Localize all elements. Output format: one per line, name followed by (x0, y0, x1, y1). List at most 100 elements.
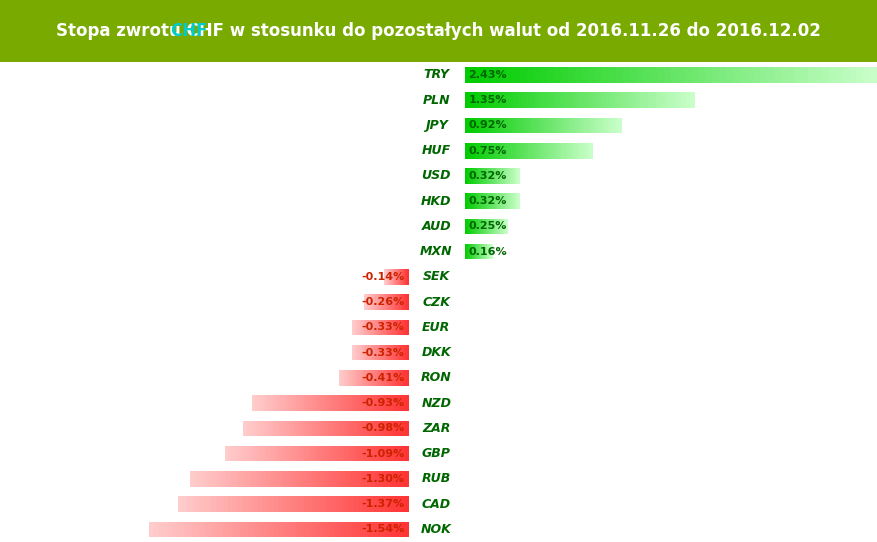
Bar (480, 218, 481, 234)
Bar (483, 168, 485, 184)
Bar (369, 294, 371, 310)
Bar (492, 168, 494, 184)
Bar (465, 168, 467, 184)
Bar (357, 370, 360, 386)
Bar (656, 92, 660, 108)
Bar (269, 471, 275, 487)
Bar (217, 496, 221, 512)
Bar (579, 118, 582, 133)
Bar (621, 92, 626, 108)
Bar (334, 421, 338, 436)
Bar (493, 218, 495, 234)
Bar (381, 421, 384, 436)
Bar (671, 92, 675, 108)
Bar (403, 521, 409, 537)
Text: 0.16%: 0.16% (468, 247, 507, 257)
Bar (319, 446, 324, 461)
Bar (590, 143, 593, 158)
Bar (377, 345, 379, 360)
Bar (325, 421, 329, 436)
Bar (218, 471, 224, 487)
Bar (261, 446, 266, 461)
Bar (472, 168, 474, 184)
Bar (545, 92, 550, 108)
Bar (396, 269, 397, 285)
Bar (481, 193, 483, 209)
Bar (317, 395, 320, 411)
Bar (618, 118, 622, 133)
Bar (400, 294, 402, 310)
Bar (524, 118, 528, 133)
Bar (393, 496, 397, 512)
Bar (312, 421, 316, 436)
Bar (495, 168, 496, 184)
Bar (481, 218, 482, 234)
Bar (471, 143, 474, 158)
Bar (469, 244, 470, 260)
Bar (372, 345, 374, 360)
Bar (488, 92, 492, 108)
Bar (392, 345, 394, 360)
Bar (486, 193, 488, 209)
Bar (479, 67, 487, 83)
Bar (313, 471, 317, 487)
Bar (244, 471, 249, 487)
Bar (353, 471, 358, 487)
Bar (505, 218, 507, 234)
Bar (486, 67, 493, 83)
Bar (518, 168, 520, 184)
Bar (395, 395, 398, 411)
Bar (389, 370, 391, 386)
Bar (274, 421, 277, 436)
Bar (362, 345, 364, 360)
Bar (228, 446, 232, 461)
Bar (526, 67, 534, 83)
Bar (374, 395, 377, 411)
Bar (466, 244, 467, 260)
Bar (482, 168, 484, 184)
Bar (473, 118, 476, 133)
Bar (503, 218, 504, 234)
Bar (341, 446, 345, 461)
Bar (487, 193, 488, 209)
Bar (486, 118, 489, 133)
Bar (197, 471, 202, 487)
Bar (223, 471, 227, 487)
Bar (367, 471, 373, 487)
Bar (358, 320, 360, 335)
Bar (381, 446, 384, 461)
Bar (374, 345, 376, 360)
Bar (474, 168, 475, 184)
Bar (320, 496, 324, 512)
Bar (481, 193, 482, 209)
Bar (360, 521, 366, 537)
Bar (514, 168, 516, 184)
Text: PLN: PLN (423, 94, 450, 107)
Bar (367, 345, 368, 360)
Bar (268, 421, 272, 436)
Bar (477, 168, 479, 184)
Bar (403, 269, 405, 285)
Bar (486, 168, 488, 184)
Bar (320, 471, 325, 487)
Bar (340, 370, 342, 386)
Bar (296, 496, 302, 512)
Bar (353, 320, 354, 335)
Bar (381, 395, 385, 411)
Bar (678, 67, 686, 83)
Bar (562, 143, 566, 158)
Bar (488, 244, 489, 260)
Bar (392, 269, 393, 285)
Text: JPY: JPY (425, 119, 447, 132)
Bar (503, 218, 505, 234)
Bar (283, 521, 288, 537)
Bar (327, 496, 332, 512)
Bar (370, 320, 372, 335)
Bar (406, 294, 407, 310)
Bar (533, 67, 541, 83)
Bar (407, 370, 409, 386)
Bar (468, 244, 470, 260)
Bar (396, 370, 398, 386)
Bar (298, 446, 302, 461)
Bar (391, 320, 393, 335)
